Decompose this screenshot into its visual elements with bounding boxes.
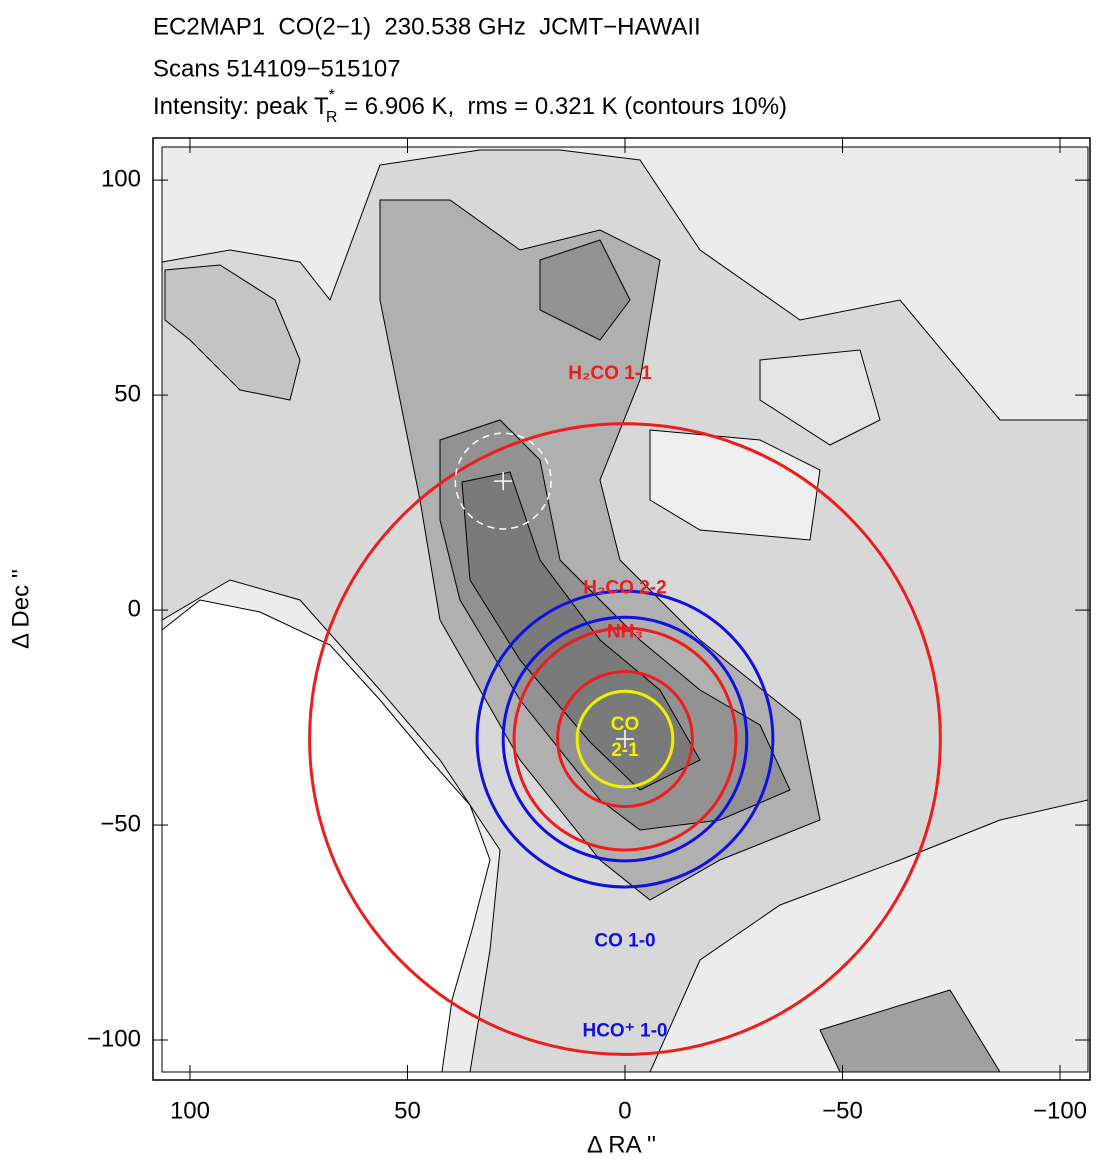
- y-axis-label: Δ Dec '': [7, 569, 34, 649]
- x-tick-label: −50: [822, 1097, 863, 1124]
- beam-label: H₂CO 1-1: [568, 363, 652, 384]
- intensity-text: = 6.906 K, rms = 0.321 K (contours 10%): [337, 93, 787, 120]
- y-tick-label: 0: [128, 595, 141, 622]
- x-tick-label: 100: [170, 1097, 210, 1124]
- beam-label: NH₃: [607, 622, 643, 643]
- x-tick-label: 50: [394, 1097, 421, 1124]
- title-line: Scans 514109−515107: [153, 55, 401, 82]
- intensity-sup: *: [329, 87, 335, 104]
- beam-label: CO 1-0: [594, 931, 655, 952]
- x-axis-label: Δ RA '': [587, 1131, 656, 1158]
- title-line: EC2MAP1 CO(2−1) 230.538 GHz JCMT−HAWAII: [153, 13, 701, 40]
- intensity-text: Intensity: peak T: [153, 93, 329, 120]
- chart: EC2MAP1 CO(2−1) 230.538 GHz JCMT−HAWAII …: [0, 0, 1110, 1159]
- y-tick-label: −50: [100, 810, 141, 837]
- x-tick-label: −100: [1033, 1097, 1087, 1124]
- y-tick-label: −100: [87, 1025, 141, 1052]
- x-tick-label: 0: [618, 1097, 631, 1124]
- intensity-line: Intensity: peak T* R = 6.906 K, rms = 0.3…: [153, 87, 787, 126]
- beam-label: HCO⁺ 1-0: [582, 1021, 667, 1042]
- beam-label: H₂CO 2-2: [583, 577, 666, 598]
- y-tick-label: 100: [101, 165, 141, 192]
- intensity-sub: R: [326, 109, 338, 126]
- y-tick-label: 50: [114, 380, 141, 407]
